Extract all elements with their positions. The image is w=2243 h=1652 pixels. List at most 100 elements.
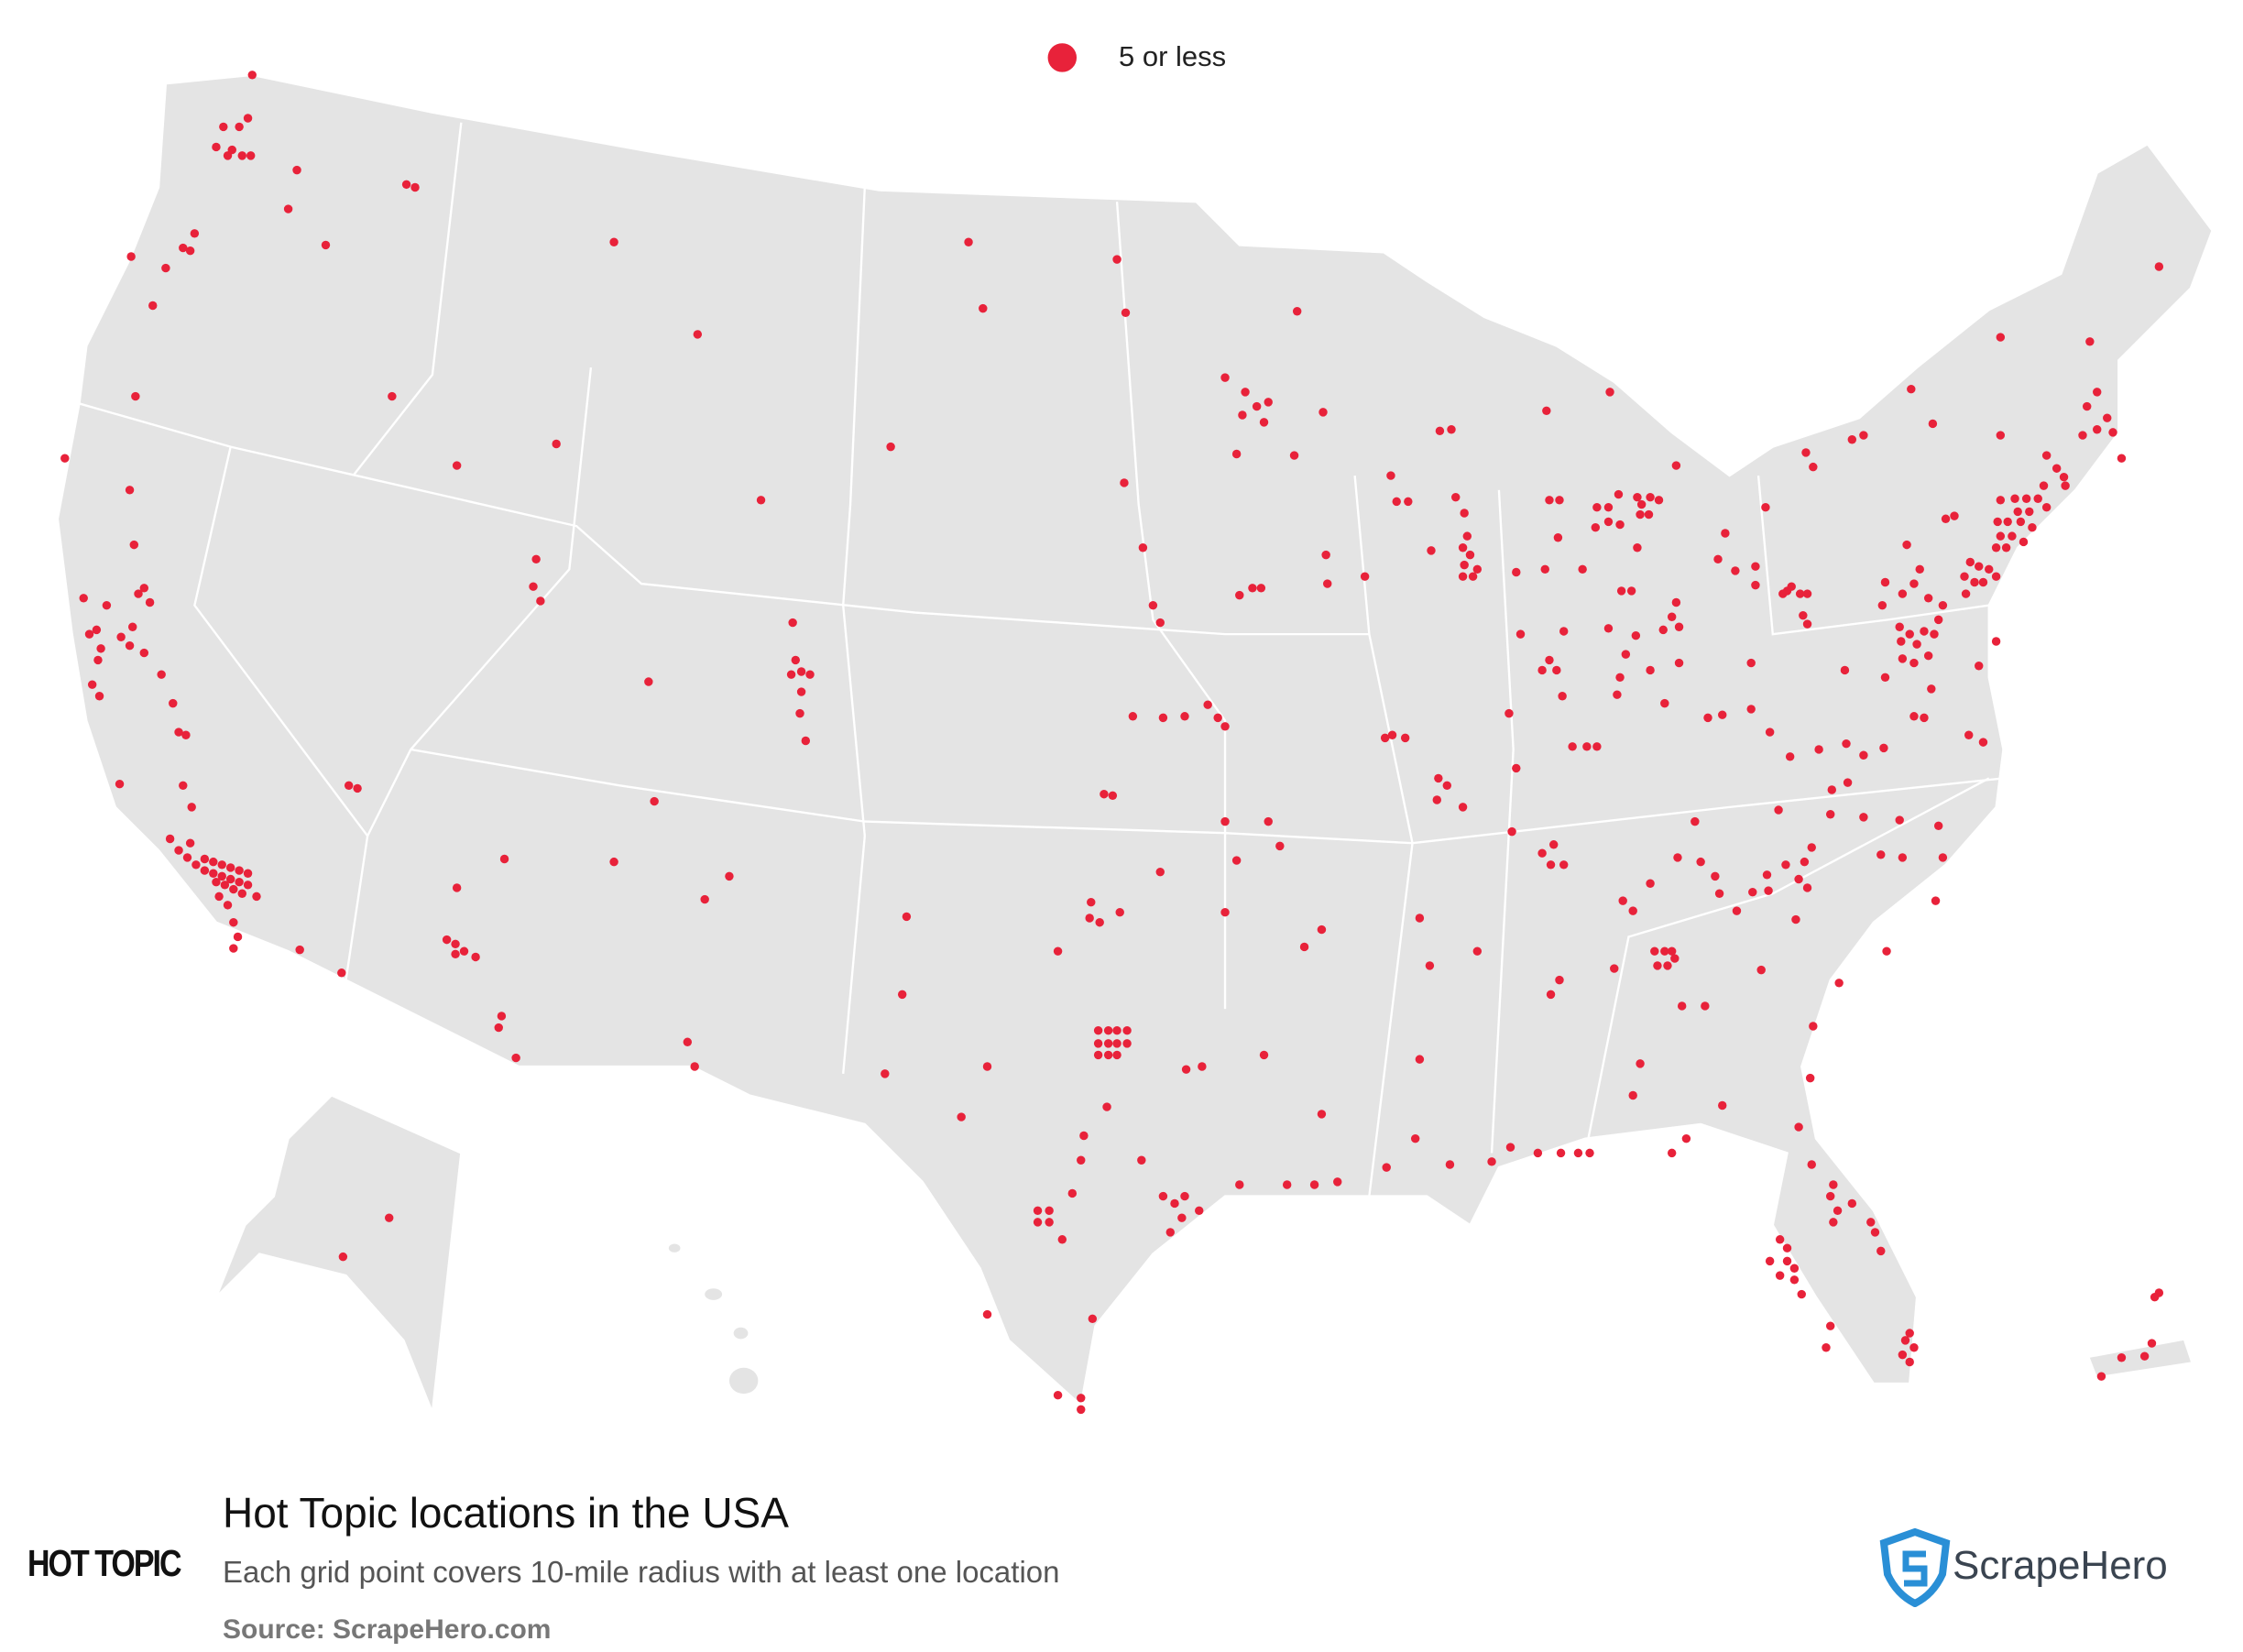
location-dot — [344, 781, 354, 791]
location-dot — [161, 263, 170, 273]
location-dot — [2052, 464, 2062, 473]
location-dot — [252, 892, 261, 902]
location-dot — [1789, 1264, 1800, 1273]
location-dot — [1928, 419, 1938, 429]
location-dot — [209, 857, 218, 867]
location-dot — [1252, 401, 1262, 411]
location-dot — [125, 486, 135, 495]
location-dot — [1905, 1329, 1914, 1338]
location-dot — [1057, 1235, 1067, 1244]
location-dot — [79, 594, 88, 603]
location-dot — [181, 730, 191, 739]
location-dot — [1148, 600, 1158, 610]
location-dot — [1825, 1191, 1835, 1201]
location-dot — [1447, 425, 1456, 434]
location-dot — [1442, 781, 1452, 791]
location-dot — [1636, 1059, 1645, 1068]
location-dot — [1100, 790, 1109, 799]
location-dot — [1451, 492, 1461, 502]
location-dot — [1797, 1289, 1806, 1299]
location-dot — [1658, 625, 1668, 635]
location-dot — [321, 240, 331, 250]
location-dot — [2059, 472, 2069, 482]
location-dot — [2147, 1339, 2157, 1348]
location-dot — [1822, 1343, 1831, 1352]
location-dot — [1663, 961, 1672, 970]
location-dot — [1671, 461, 1681, 470]
location-dot — [1112, 1050, 1122, 1060]
puerto-rico — [2089, 1340, 2191, 1377]
location-dot — [1909, 579, 1919, 588]
location-dot — [1834, 979, 1844, 988]
location-dot — [2028, 522, 2037, 532]
location-dot — [247, 71, 257, 80]
location-dot — [115, 779, 125, 789]
location-dot — [1895, 622, 1904, 631]
location-dot — [1964, 730, 1974, 739]
location-dot — [1671, 597, 1681, 607]
location-dot — [1756, 965, 1766, 975]
location-dot — [1829, 1218, 1838, 1227]
location-dot — [295, 945, 304, 955]
location-dot — [187, 803, 196, 812]
location-dot — [801, 736, 811, 746]
location-dot — [1905, 629, 1914, 639]
location-dot — [1667, 946, 1677, 956]
location-dot — [552, 439, 561, 449]
location-dot — [1795, 589, 1805, 598]
location-dot — [243, 881, 253, 890]
location-dot — [1618, 896, 1627, 905]
location-dot — [471, 952, 480, 962]
location-dot — [2033, 494, 2042, 503]
location-dot — [191, 860, 201, 870]
location-dot — [1170, 1198, 1179, 1209]
location-dot — [223, 901, 233, 910]
location-dot — [1093, 1025, 1103, 1035]
map-shapes — [56, 43, 2214, 1415]
location-dot — [1241, 388, 1250, 397]
location-dot — [182, 853, 192, 862]
location-dot — [1077, 1155, 1086, 1165]
location-dot — [1120, 478, 1129, 487]
location-dot — [1540, 564, 1549, 574]
location-dot — [1093, 1050, 1103, 1060]
location-dot — [1559, 860, 1569, 870]
location-dot — [1787, 582, 1796, 591]
location-dot — [1458, 803, 1468, 812]
location-dot — [1460, 509, 1469, 518]
location-dot — [2001, 543, 2011, 552]
location-dot — [1794, 1122, 1803, 1132]
location-dot — [1292, 307, 1302, 316]
location-dot — [529, 582, 538, 591]
location-dot — [786, 670, 796, 679]
location-dot — [1785, 752, 1795, 761]
location-dot — [1847, 1198, 1857, 1209]
location-dot — [1915, 564, 1924, 574]
location-dot — [1799, 610, 1808, 620]
location-dot — [1465, 550, 1475, 560]
location-dot — [1761, 502, 1770, 512]
location-dot — [1321, 550, 1330, 560]
location-dot — [131, 391, 140, 401]
location-dot — [2139, 1351, 2150, 1361]
location-dot — [1660, 698, 1669, 708]
location-dot — [1996, 333, 2006, 342]
location-dot — [1077, 1394, 1086, 1403]
location-dot — [650, 796, 659, 806]
alaska — [214, 1094, 463, 1413]
location-dot — [1122, 1039, 1132, 1048]
location-dot — [94, 692, 104, 701]
location-dot — [229, 944, 238, 953]
location-dot — [1155, 867, 1165, 877]
source: Source: ScrapeHero.com — [223, 1614, 552, 1645]
location-dot — [609, 857, 618, 867]
location-dot — [174, 728, 183, 737]
location-dot — [1392, 497, 1401, 507]
location-dot — [1545, 655, 1554, 665]
location-dot — [338, 1252, 348, 1262]
location-dot — [1259, 418, 1269, 427]
location-dot — [102, 600, 112, 610]
location-dot — [1807, 843, 1816, 852]
location-dot — [1902, 540, 1911, 550]
location-dot — [1898, 1350, 1908, 1360]
